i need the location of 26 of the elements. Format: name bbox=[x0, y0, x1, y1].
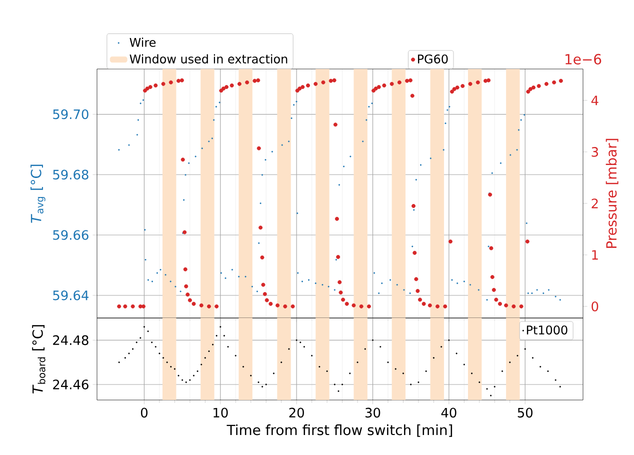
y2-tick-label: 4 bbox=[591, 96, 598, 106]
legend-label: PG60 bbox=[418, 54, 448, 64]
y2-tick-label: 2 bbox=[592, 198, 598, 208]
legend-label: Pt1000 bbox=[526, 325, 568, 335]
y2-tick-label: 1 bbox=[592, 250, 598, 260]
y2-tick-label: 0 bbox=[592, 302, 598, 312]
legend-label: Window used in extraction bbox=[130, 54, 288, 64]
x-tick-label: 10 bbox=[214, 408, 228, 418]
y-tick-label: 59.64 bbox=[53, 290, 88, 300]
y-tick-label: 59.68 bbox=[53, 170, 88, 180]
text: 1e−6 bbox=[566, 54, 602, 64]
y-axis-title: T$_{avg}$ [°C] bbox=[30, 164, 46, 223]
y-tick-label: 24.48 bbox=[53, 335, 88, 346]
y-axis-title: T$_{board}$ [°C] bbox=[32, 325, 46, 394]
x-tick-label: 30 bbox=[366, 408, 380, 418]
x-axis-title: Time from first flow switch [min] bbox=[226, 424, 452, 437]
y-tick-label: 24.46 bbox=[53, 380, 88, 390]
x-tick-label: 20 bbox=[289, 408, 304, 418]
legend-label: Wire bbox=[130, 38, 156, 47]
y2-axis-title: Pressure [mbar] bbox=[606, 138, 618, 248]
y2-tick-label: 3 bbox=[592, 147, 598, 157]
y-tick-label: 59.70 bbox=[53, 109, 88, 120]
y-tick-label: 59.66 bbox=[53, 230, 88, 240]
x-tick-label: 0 bbox=[140, 408, 148, 418]
x-tick-label: 40 bbox=[441, 408, 456, 418]
x-tick-label: 50 bbox=[518, 408, 532, 418]
